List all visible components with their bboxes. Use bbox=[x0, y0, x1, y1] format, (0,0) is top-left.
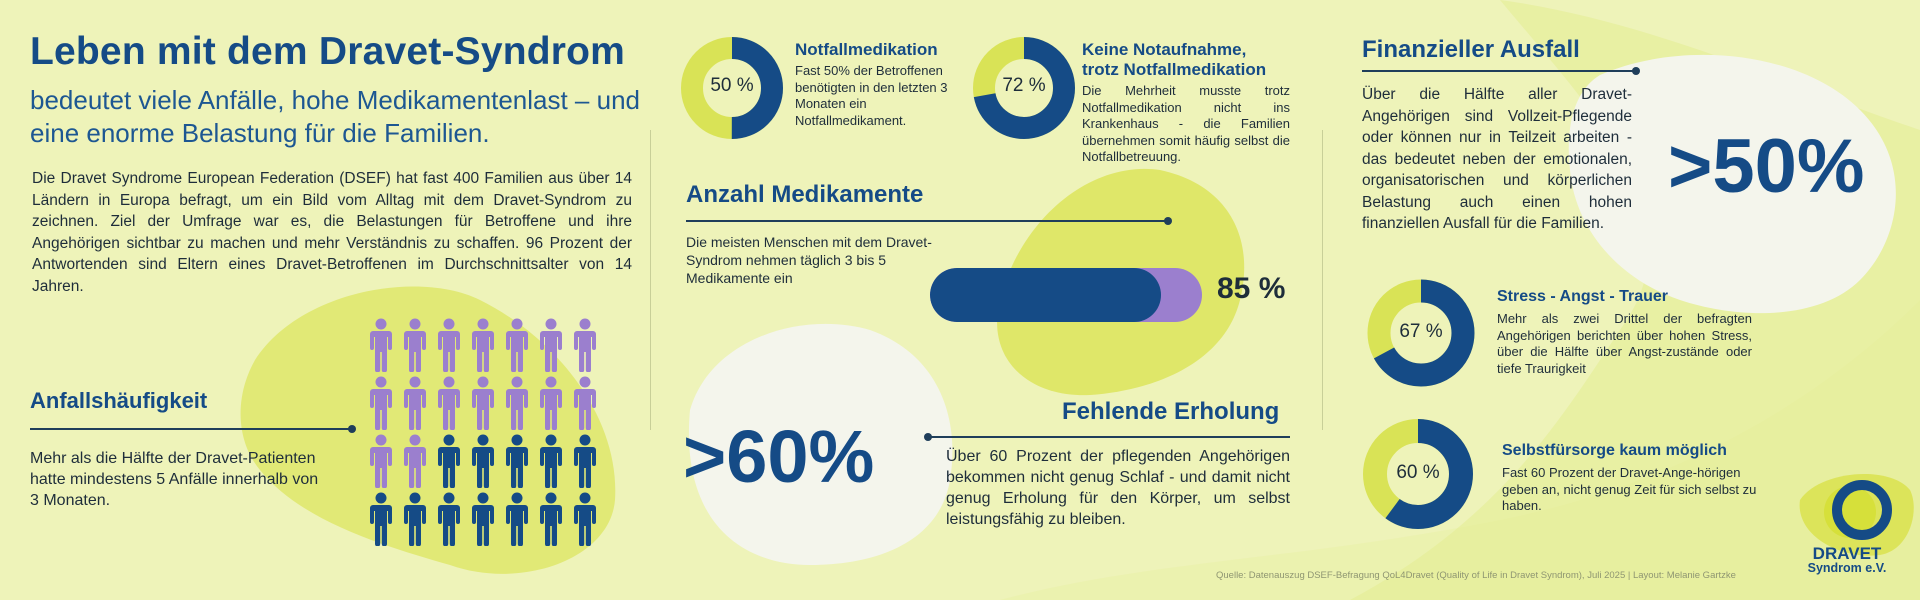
emergency-heading: Notfallmedikation bbox=[795, 40, 938, 59]
donut-value-arc bbox=[1367, 279, 1475, 387]
person-icon bbox=[506, 318, 528, 372]
financial-heading: Finanzieller Ausfall bbox=[1362, 36, 1580, 63]
seizures-heading: Anfallshäufigkeit bbox=[30, 388, 208, 413]
person-icon bbox=[574, 376, 596, 430]
financial-big-number: >50% bbox=[1668, 124, 1865, 209]
person-icon bbox=[404, 318, 426, 372]
medications-bar-track bbox=[930, 268, 1202, 322]
no-admission-heading-line2: trotz Notfallmedikation bbox=[1082, 60, 1267, 79]
person-icon bbox=[404, 376, 426, 430]
person-icon bbox=[472, 376, 494, 430]
person-icon bbox=[370, 318, 392, 372]
person-icon bbox=[370, 376, 392, 430]
recovery-divider-dot bbox=[924, 433, 932, 441]
person-icon bbox=[506, 492, 528, 546]
financial-text: Über die Hälfte aller Dravet-Angehörigen… bbox=[1362, 86, 1632, 232]
logo-text-line2: Syndrom e.V. bbox=[1807, 561, 1887, 575]
column-separator bbox=[650, 130, 651, 430]
medications-divider bbox=[686, 220, 1168, 222]
stress-heading: Stress - Angst - Trauer bbox=[1497, 288, 1669, 305]
no-admission-heading: Keine Notaufnahme, trotz Notfallmedikati… bbox=[1082, 40, 1266, 80]
person-icon bbox=[404, 492, 426, 546]
donut-selfcare bbox=[1363, 419, 1473, 529]
person-icon bbox=[438, 376, 460, 430]
emergency-percent-label: 50 % bbox=[710, 75, 754, 96]
medications-heading: Anzahl Medikamente bbox=[686, 181, 924, 208]
person-icon bbox=[540, 318, 562, 372]
donut-value-arc bbox=[973, 37, 1075, 139]
medications-text: Die meisten Menschen mit dem Dravet-Synd… bbox=[686, 234, 932, 286]
donut-value-arc bbox=[1363, 419, 1473, 529]
person-icon bbox=[506, 434, 528, 488]
selfcare-heading: Selbstfürsorge kaum möglich bbox=[1502, 442, 1727, 459]
intro-text: Die Dravet Syndrome European Federation … bbox=[32, 170, 632, 295]
donut-no-emergency-admission bbox=[973, 37, 1075, 139]
recovery-text: Über 60 Prozent der pflegenden Angehörig… bbox=[946, 448, 1290, 528]
column-separator bbox=[1322, 130, 1323, 430]
people-pictogram bbox=[366, 318, 606, 554]
person-icon bbox=[574, 492, 596, 546]
medications-divider-dot bbox=[1164, 217, 1172, 225]
no-admission-text: Die Mehrheit musste trotz Notfallmedikat… bbox=[1082, 83, 1290, 164]
financial-divider bbox=[1362, 70, 1636, 72]
page-title: Leben mit dem Dravet-Syndrom bbox=[30, 30, 626, 73]
no-admission-percent-label: 72 % bbox=[1002, 75, 1046, 96]
person-icon bbox=[540, 492, 562, 546]
medications-percent-label: 85 % bbox=[1217, 272, 1286, 305]
donut-value-arc bbox=[681, 37, 783, 139]
stress-text: Mehr als zwei Drittel der befragten Ange… bbox=[1497, 311, 1752, 376]
donut-emergency-medication bbox=[681, 37, 783, 139]
recovery-big-number: >60% bbox=[683, 415, 875, 498]
person-icon bbox=[438, 434, 460, 488]
person-icon bbox=[540, 376, 562, 430]
page-subtitle: bedeutet viele Anfälle, hohe Medikamente… bbox=[30, 85, 640, 148]
dravet-logo-icon bbox=[1824, 480, 1892, 540]
person-icon bbox=[404, 434, 426, 488]
logo-text-line1: DRAVET bbox=[1812, 544, 1882, 563]
seizures-text: Mehr als die Hälfte der Dravet-Patienten… bbox=[30, 450, 319, 509]
person-icon bbox=[370, 492, 392, 546]
person-icon bbox=[370, 434, 392, 488]
person-icon bbox=[574, 318, 596, 372]
person-icon bbox=[540, 434, 562, 488]
person-icon bbox=[438, 318, 460, 372]
donut-stress bbox=[1367, 279, 1475, 387]
selfcare-percent-label: 60 % bbox=[1396, 462, 1440, 483]
emergency-text: Fast 50% der Betroffenen benötigten in d… bbox=[795, 63, 948, 128]
financial-divider-dot bbox=[1632, 67, 1640, 75]
person-icon bbox=[438, 492, 460, 546]
person-icon bbox=[472, 434, 494, 488]
recovery-heading: Fehlende Erholung bbox=[1062, 398, 1280, 425]
person-icon bbox=[472, 492, 494, 546]
stress-percent-label: 67 % bbox=[1399, 321, 1443, 342]
source-note: Quelle: Datenauszug DSEF-Befragung QoL4D… bbox=[1216, 570, 1736, 581]
medications-bar-fill bbox=[930, 268, 1162, 322]
seizures-divider-dot bbox=[348, 425, 356, 433]
seizures-divider bbox=[30, 428, 352, 430]
logo-text: DRAVET Syndrom e.V. bbox=[1796, 544, 1898, 576]
person-icon bbox=[472, 318, 494, 372]
recovery-divider bbox=[930, 436, 1290, 438]
selfcare-text: Fast 60 Prozent der Dravet-Ange-hörigen … bbox=[1502, 465, 1757, 513]
no-admission-heading-line1: Keine Notaufnahme, bbox=[1082, 40, 1247, 59]
person-icon bbox=[506, 376, 528, 430]
person-icon bbox=[574, 434, 596, 488]
